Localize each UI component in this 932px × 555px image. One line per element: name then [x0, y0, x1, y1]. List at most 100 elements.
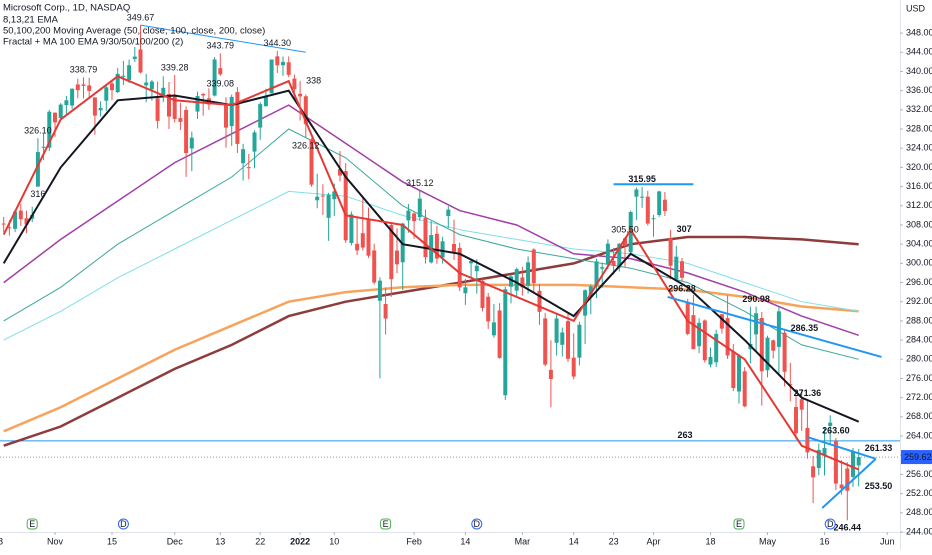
price-annotation: 339.08 — [207, 78, 235, 88]
y-tick-label: 308.00 — [906, 219, 932, 229]
y-tick-label: 324.00 — [906, 143, 932, 153]
candle-body — [360, 233, 365, 248]
price-annotation: 286.35 — [791, 323, 819, 333]
candle-body — [167, 94, 171, 117]
y-tick-label: 320.00 — [906, 162, 932, 172]
price-annotation: 307 — [677, 224, 692, 234]
candle-body — [92, 97, 97, 116]
candle-body — [275, 56, 280, 66]
candle-body — [195, 95, 200, 112]
y-tick-label: 296.00 — [906, 277, 932, 287]
event-label: D — [827, 519, 834, 529]
y-tick-label: 252.00 — [906, 488, 932, 498]
candle-body — [212, 59, 217, 96]
candle-body — [7, 227, 12, 229]
candle-body — [235, 92, 240, 144]
candle-body — [98, 107, 103, 111]
candle-body — [412, 213, 417, 222]
event-label: D — [474, 519, 481, 529]
candle-body — [662, 199, 667, 212]
indicator: 50,100,200 Moving Average (50, close, 10… — [3, 26, 265, 37]
x-tick-label: 13 — [215, 536, 225, 546]
candle-body — [355, 243, 360, 251]
candle-body — [719, 314, 724, 329]
event-label: E — [736, 519, 742, 529]
y-tick-label: 288.00 — [906, 315, 932, 325]
candle-body — [326, 194, 331, 218]
price-annotation: 349.67 — [127, 12, 155, 22]
candle-body — [623, 238, 627, 246]
candle-body — [566, 321, 570, 359]
candle-body — [366, 219, 371, 256]
y-tick-label: 272.00 — [906, 392, 932, 402]
candle-body — [395, 250, 399, 265]
y-tick-label: 340.00 — [906, 66, 932, 76]
y-tick-label: 300.00 — [906, 258, 932, 268]
candle-body — [53, 112, 57, 123]
price-annotation: 344.30 — [264, 38, 292, 48]
price-annotation: 261.33 — [865, 443, 893, 453]
candle-body — [389, 225, 394, 280]
x-tick-label: May — [759, 536, 777, 546]
moving-average — [3, 104, 859, 337]
price-annotation: 343.79 — [207, 41, 235, 51]
candle-body — [281, 61, 285, 66]
price-annotation: 296.28 — [668, 284, 696, 294]
price-annotation: 326.12 — [292, 140, 320, 150]
candle-body — [816, 449, 821, 468]
candle-body — [771, 340, 776, 351]
candle-body — [452, 243, 456, 252]
candle-body — [406, 210, 411, 221]
candle-body — [851, 451, 855, 477]
candle-body — [121, 75, 126, 77]
candle-body — [486, 296, 491, 322]
candle-body — [571, 357, 576, 377]
price-annotation: 326.10 — [24, 126, 52, 136]
candle-body — [298, 93, 303, 97]
candle-body — [480, 280, 485, 308]
y-tick-label: 336.00 — [906, 85, 932, 95]
candle-body — [58, 104, 63, 119]
event-icon — [380, 518, 392, 530]
candle-body — [87, 85, 92, 91]
candle-body — [685, 302, 690, 334]
plot: 263 326.10 316 338.79 349.67 339.28 343.79 339.… — [0, 12, 900, 532]
x-tick-label: Mar — [515, 536, 531, 546]
candle-body — [657, 191, 662, 215]
level-label: 263 — [677, 430, 692, 440]
y-tick-label: 248.00 — [906, 507, 932, 517]
y-tick-label: 344.00 — [906, 47, 932, 57]
candle-body — [668, 238, 673, 266]
event-icon — [824, 518, 836, 530]
event-label: E — [29, 519, 35, 529]
candle-body — [628, 212, 633, 253]
candle-body — [794, 406, 798, 434]
y-tick-label: 292.00 — [906, 296, 932, 306]
candle-body — [520, 277, 525, 288]
candle-body — [315, 196, 320, 201]
candle-body — [702, 320, 707, 361]
x-tick-label: 15 — [107, 536, 117, 546]
candle-body — [588, 286, 593, 296]
candle-body — [229, 96, 234, 127]
candle-body — [560, 332, 565, 345]
candle-body — [178, 118, 183, 122]
event-icon — [117, 518, 129, 530]
candle-body — [594, 261, 599, 286]
candle-body — [469, 260, 474, 264]
candle-body — [372, 250, 377, 283]
candle-body — [856, 457, 861, 466]
candle-body — [833, 440, 838, 484]
candle-body — [811, 466, 816, 478]
price-tag — [901, 450, 932, 465]
candle-body — [714, 333, 719, 363]
x-tick-label: 18 — [705, 536, 715, 546]
candle-body — [41, 146, 46, 148]
candle-body — [463, 287, 468, 294]
trendline — [667, 295, 882, 358]
candle-body — [503, 289, 508, 396]
y-tick-label: 280.00 — [906, 354, 932, 364]
candle-body — [822, 448, 827, 456]
trendline — [807, 436, 877, 460]
candle-body — [104, 87, 109, 101]
